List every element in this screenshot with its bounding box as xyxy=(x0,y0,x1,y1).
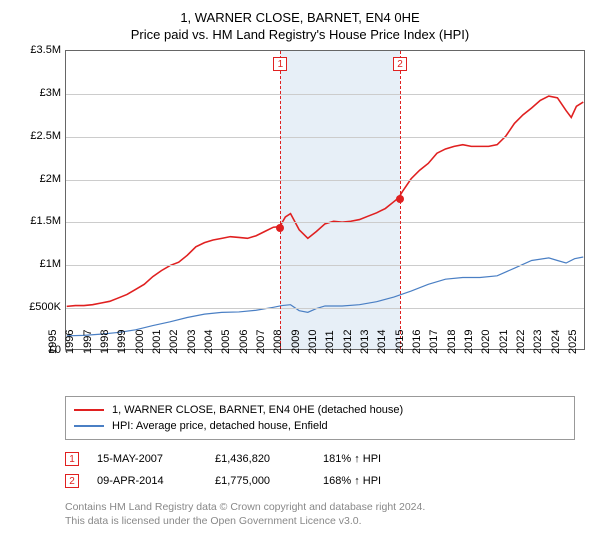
sale-dot xyxy=(396,195,404,203)
y-tick-label: £3.5M xyxy=(30,44,61,56)
x-tick-label: 1996 xyxy=(64,330,76,354)
x-tick-label: 2015 xyxy=(394,330,406,354)
x-tick-label: 2007 xyxy=(255,330,267,354)
gridline xyxy=(66,308,584,309)
x-tick-label: 2003 xyxy=(186,330,198,354)
x-tick-label: 2021 xyxy=(498,330,510,354)
marker-number-box: 2 xyxy=(393,57,407,71)
x-tick-label: 2008 xyxy=(272,330,284,354)
x-tick-label: 2006 xyxy=(238,330,250,354)
legend-box: 1, WARNER CLOSE, BARNET, EN4 0HE (detach… xyxy=(65,396,575,440)
series-line xyxy=(67,257,584,336)
gridline xyxy=(66,222,584,223)
attribution: Contains HM Land Registry data © Crown c… xyxy=(65,500,575,528)
x-tick-label: 2014 xyxy=(376,330,388,354)
x-tick-label: 2005 xyxy=(220,330,232,354)
legend-swatch-property xyxy=(74,409,104,411)
x-tick-label: 2018 xyxy=(446,330,458,354)
title-subtitle: Price paid vs. HM Land Registry's House … xyxy=(15,27,585,42)
x-tick-label: 2001 xyxy=(151,330,163,354)
x-tick-label: 1999 xyxy=(116,330,128,354)
title-address: 1, WARNER CLOSE, BARNET, EN4 0HE xyxy=(15,10,585,25)
attribution-line2: This data is licensed under the Open Gov… xyxy=(65,514,575,528)
marker-line xyxy=(280,51,281,349)
sale-price: £1,436,820 xyxy=(215,453,305,465)
x-tick-label: 2011 xyxy=(324,330,336,354)
legend-label-hpi: HPI: Average price, detached house, Enfi… xyxy=(112,420,328,432)
attribution-line1: Contains HM Land Registry data © Crown c… xyxy=(65,500,575,514)
x-tick-label: 2024 xyxy=(550,330,562,354)
legend-swatch-hpi xyxy=(74,425,104,427)
sale-date: 15-MAY-2007 xyxy=(97,453,197,465)
y-tick-label: £1M xyxy=(40,258,61,270)
x-tick-label: 1998 xyxy=(99,330,111,354)
chart-svg xyxy=(66,51,584,349)
x-tick-label: 2012 xyxy=(342,330,354,354)
sale-row: 2 09-APR-2014 £1,775,000 168% ↑ HPI xyxy=(65,470,575,492)
y-tick-label: £2M xyxy=(40,173,61,185)
x-tick-label: 2010 xyxy=(307,330,319,354)
chart-area: £0£500K£1M£1.5M£2M£2.5M£3M£3.5M 12 19951… xyxy=(15,50,585,390)
chart-titles: 1, WARNER CLOSE, BARNET, EN4 0HE Price p… xyxy=(15,10,585,42)
x-tick-label: 2002 xyxy=(168,330,180,354)
gridline xyxy=(66,265,584,266)
gridline xyxy=(66,94,584,95)
x-tick-label: 2022 xyxy=(515,330,527,354)
sale-row: 1 15-MAY-2007 £1,436,820 181% ↑ HPI xyxy=(65,448,575,470)
y-tick-label: £2.5M xyxy=(30,130,61,142)
x-tick-label: 2020 xyxy=(480,330,492,354)
legend-label-property: 1, WARNER CLOSE, BARNET, EN4 0HE (detach… xyxy=(112,404,403,416)
x-tick-label: 2009 xyxy=(290,330,302,354)
gridline xyxy=(66,180,584,181)
sales-list: 1 15-MAY-2007 £1,436,820 181% ↑ HPI 2 09-APR-… xyxy=(65,448,575,492)
legend-item-property: 1, WARNER CLOSE, BARNET, EN4 0HE (detach… xyxy=(74,402,566,418)
y-tick-label: £500K xyxy=(29,301,61,313)
y-axis: £0£500K£1M£1.5M£2M£2.5M£3M£3.5M xyxy=(15,50,65,350)
x-tick-label: 2025 xyxy=(567,330,579,354)
series-line xyxy=(67,96,584,306)
sale-pct: 181% ↑ HPI xyxy=(323,453,433,465)
sale-pct: 168% ↑ HPI xyxy=(323,475,433,487)
x-tick-label: 1997 xyxy=(82,330,94,354)
x-tick-label: 2023 xyxy=(532,330,544,354)
x-axis: 1995199619971998199920002001200220032004… xyxy=(65,350,585,390)
sale-number-box: 1 xyxy=(65,452,79,466)
x-tick-label: 2016 xyxy=(411,330,423,354)
x-tick-label: 2017 xyxy=(428,330,440,354)
x-tick-label: 2004 xyxy=(203,330,215,354)
x-tick-label: 2000 xyxy=(134,330,146,354)
gridline xyxy=(66,137,584,138)
legend-item-hpi: HPI: Average price, detached house, Enfi… xyxy=(74,418,566,434)
sale-price: £1,775,000 xyxy=(215,475,305,487)
plot-region: 12 xyxy=(65,50,585,350)
x-tick-label: 2019 xyxy=(463,330,475,354)
y-tick-label: £3M xyxy=(40,87,61,99)
sale-dot xyxy=(276,224,284,232)
x-tick-label: 1995 xyxy=(47,330,59,354)
x-tick-label: 2013 xyxy=(359,330,371,354)
marker-number-box: 1 xyxy=(273,57,287,71)
y-tick-label: £1.5M xyxy=(30,215,61,227)
sale-date: 09-APR-2014 xyxy=(97,475,197,487)
sale-number-box: 2 xyxy=(65,474,79,488)
